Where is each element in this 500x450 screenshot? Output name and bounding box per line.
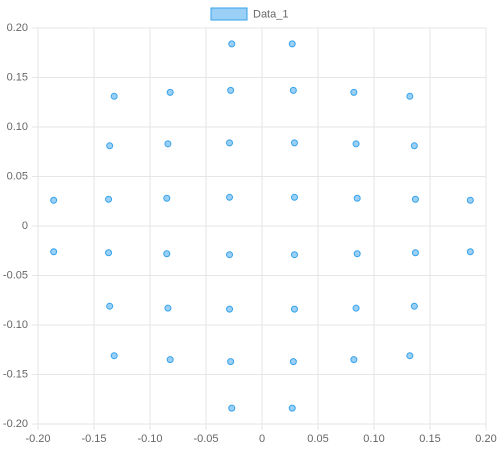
- point: [353, 194, 361, 202]
- x-tick-label: 0.05: [307, 433, 328, 445]
- point: [350, 356, 358, 364]
- point: [226, 193, 234, 201]
- point: [164, 304, 172, 312]
- point: [227, 86, 235, 94]
- point: [163, 250, 171, 258]
- point: [406, 92, 414, 100]
- point: [110, 352, 118, 360]
- point: [290, 305, 298, 313]
- point: [290, 193, 298, 201]
- point: [50, 248, 58, 256]
- point: [163, 194, 171, 202]
- x-tick-label: 0.10: [363, 433, 384, 445]
- point: [411, 249, 419, 257]
- point: [105, 249, 113, 257]
- point: [228, 404, 236, 412]
- y-tick-label: -0.10: [3, 319, 28, 331]
- x-tick-label: 0.15: [419, 433, 440, 445]
- point: [288, 404, 296, 412]
- point: [106, 302, 114, 310]
- point: [226, 305, 234, 313]
- y-tick-label: 0.15: [7, 71, 28, 83]
- point: [226, 139, 234, 147]
- y-tick-label: -0.05: [3, 269, 28, 281]
- point: [105, 195, 113, 203]
- point: [411, 195, 419, 203]
- x-tick-label: -0.15: [81, 433, 106, 445]
- point: [228, 40, 236, 48]
- point: [227, 358, 235, 366]
- point: [290, 139, 298, 147]
- point: [352, 304, 360, 312]
- point: [106, 142, 114, 150]
- legend-swatch: [210, 7, 248, 21]
- point: [289, 86, 297, 94]
- point: [350, 88, 358, 96]
- y-tick-label: 0: [22, 220, 28, 232]
- x-tick-label: -0.20: [25, 433, 50, 445]
- point: [289, 358, 297, 366]
- y-tick-label: -0.20: [3, 418, 28, 430]
- x-tick-label: 0.20: [475, 433, 496, 445]
- point: [166, 356, 174, 364]
- y-tick-label: 0.20: [7, 22, 28, 34]
- y-tick-label: 0.10: [7, 121, 28, 133]
- point: [288, 40, 296, 48]
- point: [164, 140, 172, 148]
- y-tick-label: -0.15: [3, 368, 28, 380]
- point: [466, 248, 474, 256]
- point: [352, 140, 360, 148]
- x-tick-label: 0: [259, 433, 265, 445]
- point: [166, 88, 174, 96]
- x-tick-label: -0.05: [193, 433, 218, 445]
- point: [466, 196, 474, 204]
- point: [110, 92, 118, 100]
- point: [406, 352, 414, 360]
- point: [410, 302, 418, 310]
- legend-label: Data_1: [253, 8, 288, 20]
- y-tick-label: 0.05: [7, 170, 28, 182]
- x-tick-label: -0.10: [137, 433, 162, 445]
- point: [290, 251, 298, 259]
- point: [353, 250, 361, 258]
- point: [226, 251, 234, 259]
- point: [410, 142, 418, 150]
- point: [50, 196, 58, 204]
